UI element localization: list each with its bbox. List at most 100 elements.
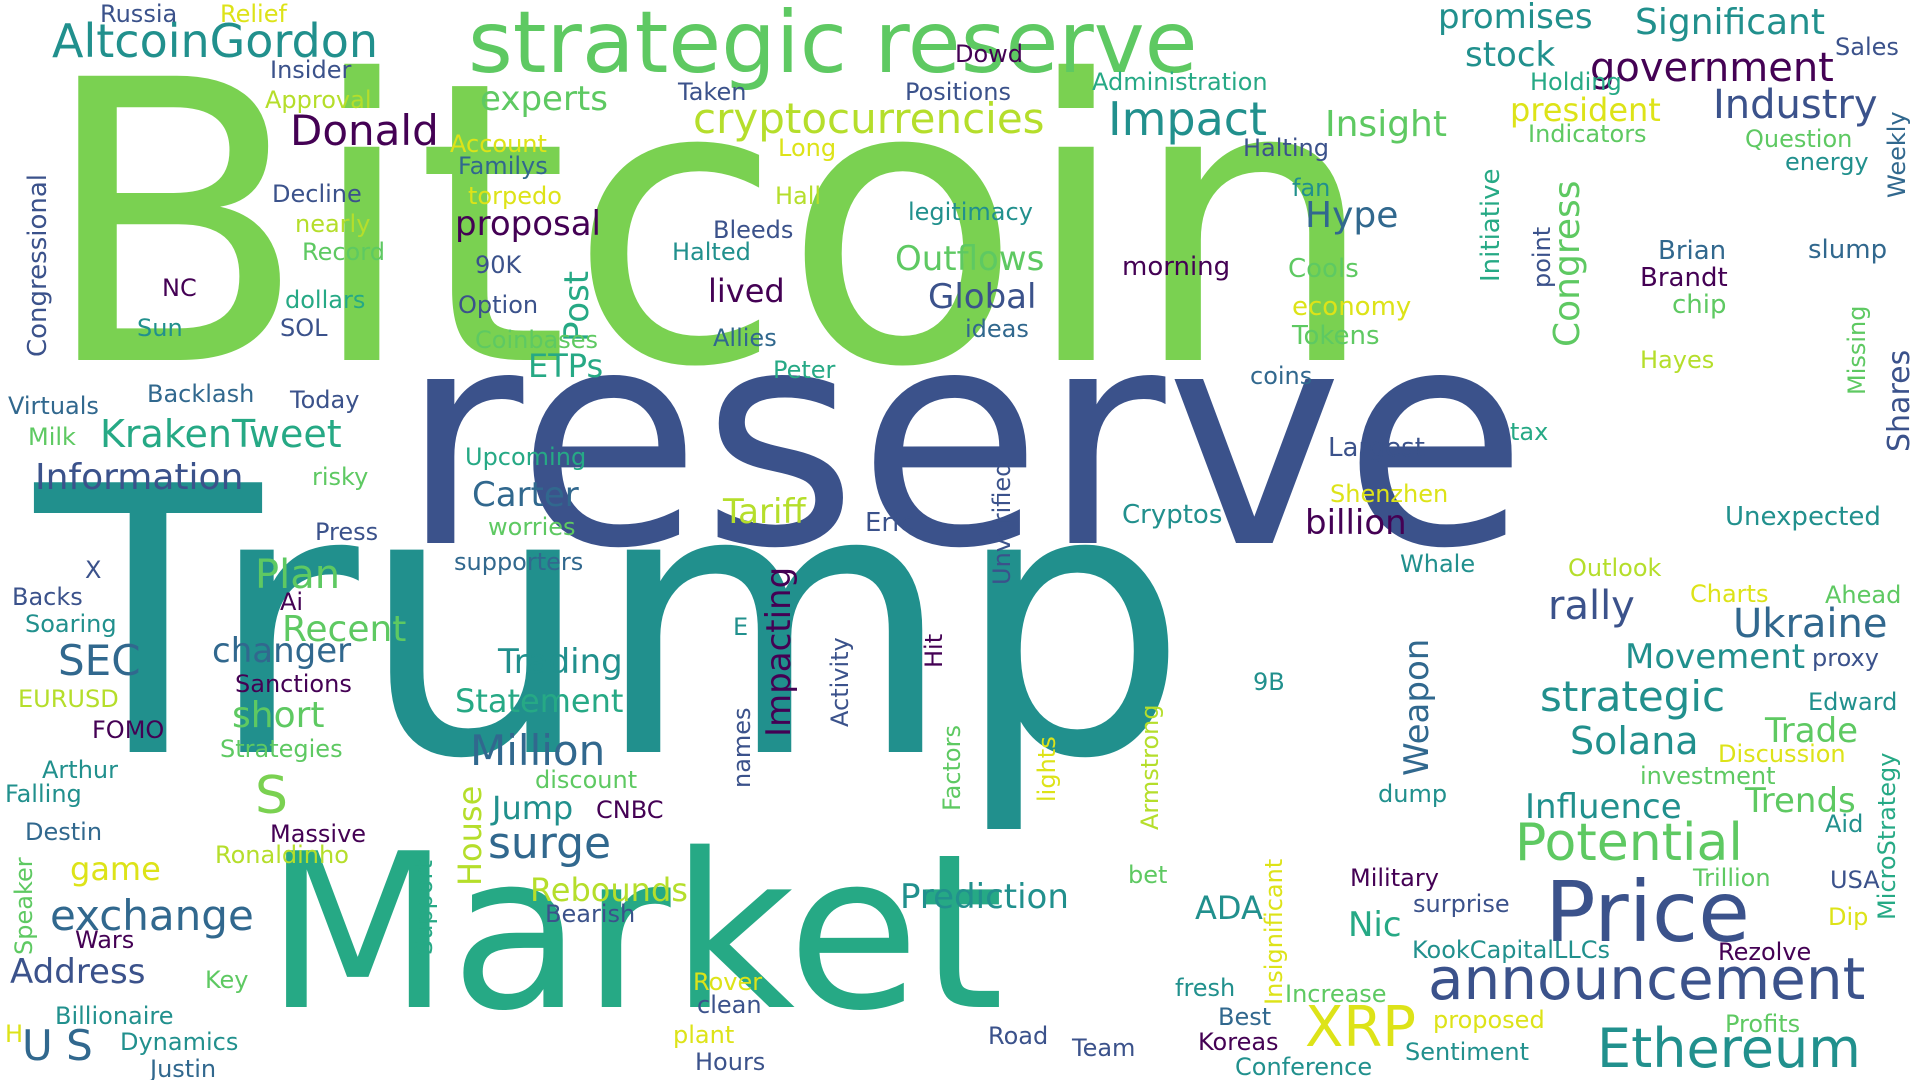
word-ideas: ideas (965, 315, 1029, 343)
word-hall: Hall (775, 182, 822, 210)
word-weapon: Weapon (1397, 638, 1437, 776)
word-house: House (451, 785, 489, 886)
word-strategic: strategic (1540, 672, 1726, 721)
word-edward: Edward (1808, 688, 1898, 716)
word-rover: Rover (693, 968, 763, 996)
word-shenzhen: Shenzhen (1330, 480, 1449, 508)
word-surprise: surprise (1413, 890, 1510, 918)
word-short: short (232, 695, 325, 736)
word-bitcoin: Bitcoin (40, 0, 1378, 452)
word-bearish: Bearish (545, 900, 636, 928)
word-milk: Milk (28, 423, 76, 451)
word-game: game (70, 850, 161, 888)
word-supporters: supporters (454, 548, 584, 576)
word-option: Option (458, 291, 539, 319)
word-insight: Insight (1325, 104, 1447, 145)
word-bleeds: Bleeds (713, 216, 794, 244)
word-congressional: Congressional (23, 173, 53, 357)
word-proxy: proxy (1812, 644, 1879, 672)
word-hours: Hours (695, 1048, 766, 1076)
word-missing: Missing (1843, 305, 1871, 396)
word-today: Today (290, 386, 360, 414)
word-coinbases: Coinbases (475, 326, 599, 354)
word-ukraine: Ukraine (1733, 601, 1888, 647)
word-surge: surge (488, 818, 612, 869)
word-experts: experts (480, 79, 608, 119)
word-trade: Trade (1765, 711, 1859, 751)
word-million: Million (470, 726, 606, 775)
word-90k: 90K (475, 251, 522, 279)
word-fomo: FOMO (92, 716, 165, 744)
word-dynamics: Dynamics (120, 1028, 239, 1056)
word-xrp: XRP (1305, 995, 1417, 1060)
word-prediction: Prediction (900, 877, 1069, 917)
word-etps: ETPs (528, 347, 604, 385)
word-taken: Taken (678, 78, 747, 106)
word-cools: Cools (1288, 254, 1359, 284)
word-tax: tax (1510, 418, 1549, 446)
word-holding: Holding (1530, 68, 1622, 96)
word-solana: Solana (1570, 719, 1699, 763)
word-impact: Impact (1108, 92, 1268, 146)
word-bet: bet (1128, 861, 1168, 889)
word-unexpected: Unexpected (1725, 502, 1881, 532)
word-microstrategy: MicroStrategy (1873, 752, 1901, 920)
word-account: Account (450, 130, 547, 158)
word-initiative: Initiative (1476, 168, 1506, 282)
word-proposal: proposal (455, 204, 601, 244)
word-best: Best (1218, 1003, 1272, 1031)
word-significant: Significant (1635, 2, 1825, 43)
word-proposed: proposed (1433, 1006, 1545, 1034)
word-nearly: nearly (295, 210, 371, 238)
word-aid: Aid (1825, 810, 1864, 838)
word-kookcapitalllcs: KookCapitalLLCs (1412, 936, 1610, 964)
word-chip: chip (1672, 290, 1727, 320)
word-altcoingordon: AltcoinGordon (52, 14, 379, 68)
word-morning: morning (1122, 252, 1231, 282)
word-koreas: Koreas (1198, 1028, 1279, 1056)
word-impacting: Impacting (759, 566, 799, 737)
word-approval: Approval (265, 86, 372, 114)
word-press: Press (315, 518, 379, 546)
word-trump: Trump (35, 410, 1189, 840)
word-billionaire: Billionaire (55, 1002, 174, 1030)
word-strategic-reserve: strategic reserve (468, 0, 1198, 93)
word-potential: Potential (1515, 813, 1743, 873)
word-trends: Trends (1745, 781, 1856, 821)
word-massive: Massive (270, 820, 367, 848)
word-x: X (85, 556, 102, 584)
word-risky: risky (312, 463, 369, 491)
word-lived: lived (708, 272, 785, 310)
word-weekly: Weekly (1883, 111, 1911, 198)
word-usa: USA (1830, 866, 1880, 894)
word-investment: investment (1640, 762, 1776, 790)
word-eurusd: EURUSD (18, 685, 119, 713)
word-backlash: Backlash (147, 380, 255, 408)
word-support: Support (410, 860, 438, 955)
word-backs: Backs (12, 583, 83, 611)
word-dowd: Dowd (955, 40, 1024, 68)
word-movement: Movement (1625, 637, 1806, 677)
word-rebounds: Rebounds (530, 871, 688, 909)
word-brandt: Brandt (1640, 263, 1728, 293)
word-ethereum: Ethereum (1597, 1017, 1861, 1080)
word-insider: Insider (270, 56, 352, 84)
word-industry: Industry (1713, 82, 1878, 128)
word-virtuals: Virtuals (8, 392, 99, 420)
word-hayes: Hayes (1640, 346, 1715, 374)
word-peter: Peter (773, 356, 836, 384)
word-announcement: announcement (1428, 945, 1866, 1013)
word-increase: Increase (1285, 980, 1387, 1008)
word-fresh: fresh (1175, 974, 1236, 1002)
word-exchange: exchange (50, 891, 254, 940)
word-hit: Hit (920, 633, 948, 668)
word-9b: 9B (1253, 668, 1285, 696)
word-recent: Recent (282, 609, 407, 650)
word-global: Global (928, 277, 1037, 317)
word-market: Market (265, 807, 1005, 1058)
word-hype: Hype (1305, 195, 1399, 236)
word-economy: economy (1292, 292, 1412, 322)
word-largest: Largest (1328, 433, 1425, 463)
word-eric: Eric (865, 508, 914, 538)
